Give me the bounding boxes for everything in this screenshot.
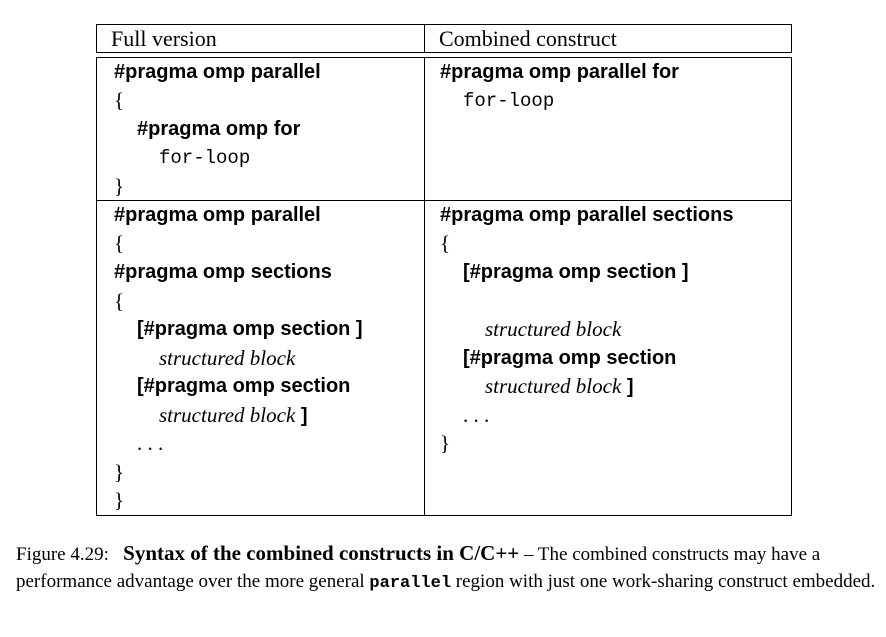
code-line: } (440, 431, 451, 455)
code-line: [#pragma omp section ] (137, 318, 363, 340)
code-line: #pragma omp parallel (114, 61, 321, 83)
code-line: #pragma omp parallel (114, 204, 321, 226)
code-line: structured block ] (485, 372, 634, 400)
code-line: [#pragma omp section (463, 347, 677, 369)
code-line: { (440, 231, 451, 255)
caption-body-2: region with just one work-sharing constr… (451, 571, 876, 592)
header-combined-construct-label: Combined construct (439, 26, 617, 51)
code-line: . . . (137, 431, 164, 455)
syntax-table: Full version Combined construct #pragma … (96, 24, 792, 516)
header-combined-construct: Combined construct (424, 24, 792, 53)
code-line: #pragma omp parallel sections (440, 204, 734, 226)
header-full-version-label: Full version (111, 26, 217, 51)
code-line: #pragma omp for (137, 118, 301, 140)
code-line: } (114, 488, 125, 512)
code-line: . . . (463, 403, 490, 427)
caption-label: Figure 4.29: (16, 544, 109, 565)
code-line: { (114, 289, 125, 313)
code-line: [#pragma omp section (137, 375, 351, 397)
header-full-version: Full version (96, 24, 425, 53)
code-line: for-loop (463, 90, 555, 112)
caption-code: parallel (369, 574, 452, 593)
code-suffix: ] (621, 376, 634, 398)
code-line: } (114, 460, 125, 484)
code-line: #pragma omp parallel for (440, 61, 679, 83)
code-line: { (114, 231, 125, 255)
row2-combined-construct: #pragma omp parallel sections { [#pragma… (424, 200, 792, 516)
code-line: for-loop (159, 147, 251, 169)
code-line: structured block (159, 346, 296, 370)
code-line: structured block ] (159, 401, 308, 429)
code-text: structured block (485, 374, 622, 398)
code-text: structured block (159, 403, 296, 427)
code-line: [#pragma omp section ] (463, 261, 689, 283)
row1-full-version: #pragma omp parallel { #pragma omp for f… (96, 57, 425, 201)
caption-title: Syntax of the combined constructs in C/C… (123, 541, 520, 565)
row2-full-version: #pragma omp parallel { #pragma omp secti… (96, 200, 425, 516)
figure-caption: Figure 4.29: Syntax of the combined cons… (16, 540, 876, 597)
code-line: { (114, 88, 125, 112)
row1-combined-construct: #pragma omp parallel for for-loop (424, 57, 792, 201)
caption-body-1: The combined constructs may have a perfo… (16, 544, 821, 592)
code-suffix: ] (295, 405, 308, 427)
code-line: } (114, 174, 125, 198)
code-line: #pragma omp sections (114, 261, 332, 283)
code-line: structured block (485, 317, 622, 341)
caption-dash: – (519, 544, 538, 565)
